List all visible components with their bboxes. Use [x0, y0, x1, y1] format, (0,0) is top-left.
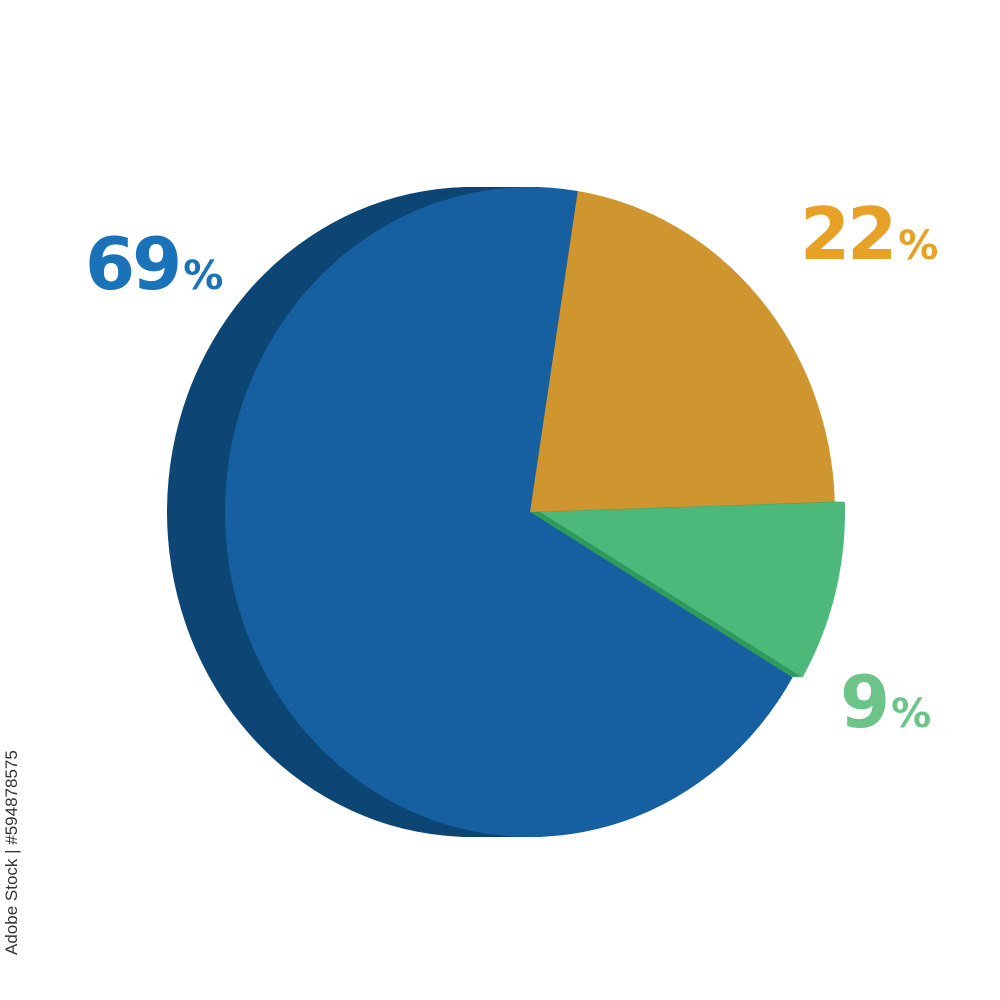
label-22-percent: % — [898, 223, 938, 269]
label-69-number: 69 — [85, 222, 182, 306]
watermark-id: Adobe Stock | #594878575 — [2, 750, 21, 955]
label-69-percent: % — [183, 253, 223, 299]
label-9: 9% — [840, 660, 931, 744]
label-22-number: 22 — [800, 192, 897, 276]
label-22: 22% — [800, 192, 938, 276]
pie-slice-9 — [540, 501, 845, 678]
label-9-percent: % — [891, 691, 931, 737]
label-9-number: 9 — [840, 660, 890, 744]
pie-slice-69 — [224, 187, 793, 838]
label-69: 69% — [85, 222, 223, 306]
pie-slice-22 — [530, 191, 835, 512]
